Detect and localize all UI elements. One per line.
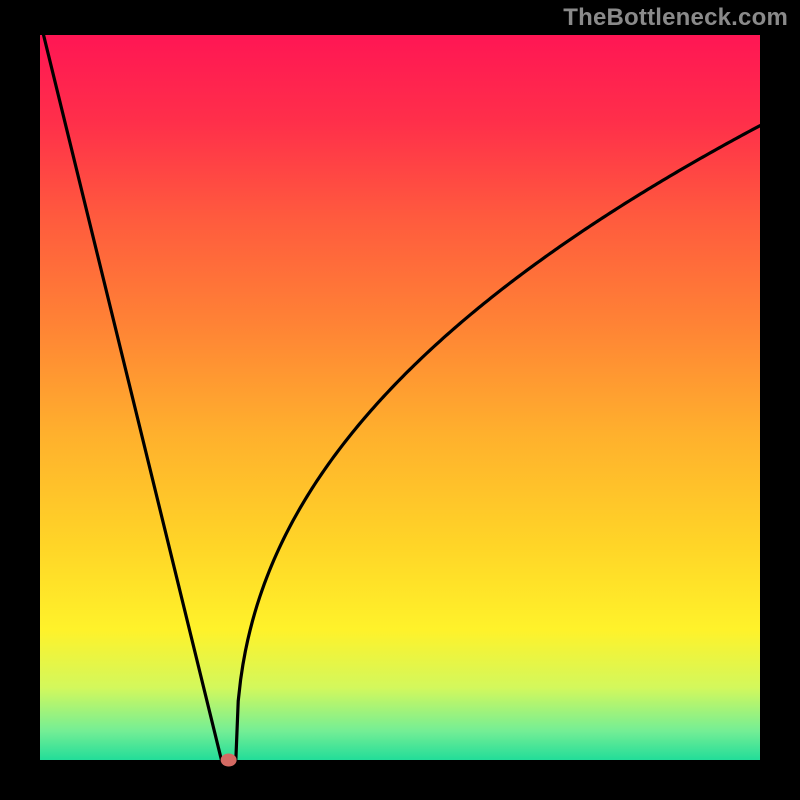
bottleneck-chart <box>0 0 800 800</box>
optimal-point-marker <box>221 754 237 767</box>
chart-gradient-background <box>40 35 760 760</box>
watermark-text: TheBottleneck.com <box>563 4 788 32</box>
